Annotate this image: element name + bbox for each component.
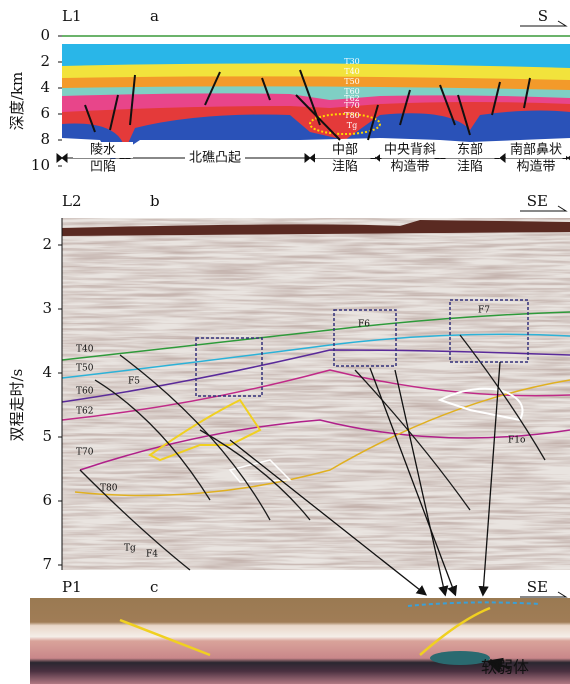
- panel-letter: a: [150, 7, 159, 25]
- labels: L1 a S L2 b SE P1 c SE 0 2 4 6 8 10 深度/km 2 3 4 5 6 7 双程走时/s T3…: [8, 7, 568, 677]
- zone-label: 东部: [457, 143, 483, 158]
- zone-label: 构造带: [390, 160, 429, 175]
- zone-label: 凹陷: [90, 160, 116, 175]
- zone-bg: [73, 159, 133, 175]
- zone-label: 北礁凸起: [189, 150, 241, 166]
- horizon-label: F6: [358, 320, 370, 330]
- zone-bg: [380, 159, 440, 175]
- y-tick-label: 5: [42, 427, 52, 445]
- horizon-label: Tg: [347, 121, 357, 130]
- zone-bg: [506, 142, 566, 158]
- panel-letter: b: [150, 192, 160, 210]
- zone-bg: [73, 142, 133, 158]
- horizon-label: T62: [76, 407, 93, 417]
- horizon-label: T70: [344, 101, 360, 110]
- horizon-label: T50: [76, 364, 94, 374]
- zone-label: 南部鼻状: [510, 142, 562, 158]
- core-photo: [30, 598, 570, 684]
- link-arrows: [229, 361, 501, 597]
- y-tick-label: 4: [40, 78, 50, 96]
- horizon-label: T30: [344, 57, 360, 66]
- axis-title: 双程走时/s: [8, 369, 26, 442]
- y-tick-label: 6: [40, 104, 50, 122]
- panel-letter: c: [150, 578, 158, 596]
- y-tick-label: 3: [42, 299, 52, 317]
- zone-bg: [440, 159, 500, 175]
- zone-label: 陵水: [90, 143, 116, 158]
- y-tick-label: 10: [31, 156, 50, 174]
- horizon-label: T70: [76, 448, 94, 458]
- panel-label: L2: [62, 192, 82, 210]
- direction: SE: [527, 192, 548, 210]
- y-tick-label: 6: [42, 491, 52, 509]
- zone-label: 中央背斜: [384, 143, 436, 158]
- zone-label: 构造带: [516, 160, 555, 175]
- horizon-label: Tg: [124, 544, 136, 554]
- horizon-label: T60: [76, 387, 94, 397]
- horizon-label: F7: [478, 306, 490, 316]
- zone-bg: [315, 142, 375, 158]
- y-tick-label: 4: [42, 363, 52, 381]
- y-tick-label: 7: [42, 555, 52, 573]
- direction: S: [538, 7, 548, 25]
- zone-bg: [380, 142, 440, 158]
- zone-label: 中部: [332, 143, 358, 158]
- zone-bg: [185, 150, 245, 166]
- horizon-label: F4: [146, 550, 158, 560]
- y-tick-label: 0: [40, 26, 50, 44]
- axis-title: 深度/km: [8, 72, 26, 130]
- direction: SE: [527, 578, 548, 596]
- direction-arrow: [520, 20, 568, 27]
- horizon-label: T62: [344, 94, 360, 103]
- zone-label: 洼陷: [332, 160, 358, 175]
- horizon-label: T40: [344, 67, 360, 76]
- panel-label: L1: [62, 7, 82, 25]
- y-tick-label: 2: [42, 235, 52, 253]
- horizon-label: F1o: [508, 436, 525, 446]
- horizon-label: T40: [76, 345, 94, 355]
- horizon-label: T50: [344, 77, 360, 86]
- horizon-label: T80: [344, 111, 360, 120]
- horizon-label: T80: [100, 484, 118, 494]
- horizon-label: F5: [128, 377, 140, 387]
- direction-arrow: [520, 205, 568, 212]
- seismic-section: [61, 218, 570, 571]
- horizon-label: T60: [344, 87, 360, 96]
- y-tick-label: 8: [40, 130, 50, 148]
- direction-arrow: [520, 591, 568, 598]
- zone-bg: [315, 159, 375, 175]
- zone-label: 洼陷: [457, 160, 483, 175]
- zone-bg: [506, 159, 566, 175]
- annotation: 软弱体: [481, 658, 529, 677]
- panel-label: P1: [62, 578, 82, 596]
- y-tick-label: 2: [40, 52, 50, 70]
- zone-bg: [440, 142, 500, 158]
